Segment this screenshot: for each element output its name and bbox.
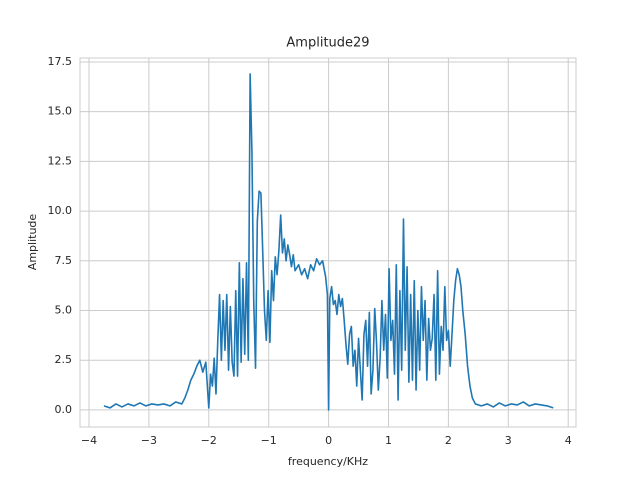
x-tick-label: −3 bbox=[141, 434, 157, 447]
data-line bbox=[103, 73, 554, 411]
y-tick-label: 0.0 bbox=[55, 403, 73, 416]
chart-title: Amplitude29 bbox=[286, 36, 369, 51]
y-tick-label: 5.0 bbox=[55, 303, 73, 316]
y-axis-label: Amplitude bbox=[26, 214, 39, 271]
y-tick-label: 15.0 bbox=[48, 105, 73, 118]
x-tick-label: 3 bbox=[505, 434, 512, 447]
x-tick-label: −2 bbox=[201, 434, 217, 447]
y-tick-label: 7.5 bbox=[55, 254, 73, 267]
x-tick-label: 2 bbox=[445, 434, 452, 447]
x-tick-label: 4 bbox=[565, 434, 572, 447]
plot-frame bbox=[79, 57, 577, 428]
x-tick-label: −1 bbox=[261, 434, 277, 447]
x-tick-label: −4 bbox=[81, 434, 97, 447]
y-tick-label: 12.5 bbox=[48, 154, 73, 167]
y-tick-label: 2.5 bbox=[55, 353, 73, 366]
x-tick-label: 0 bbox=[325, 434, 332, 447]
y-tick-label: 17.5 bbox=[48, 55, 73, 68]
y-tick-label: 10.0 bbox=[48, 204, 73, 217]
x-axis-label: frequency/KHz bbox=[288, 455, 368, 468]
x-tick-label: 1 bbox=[385, 434, 392, 447]
